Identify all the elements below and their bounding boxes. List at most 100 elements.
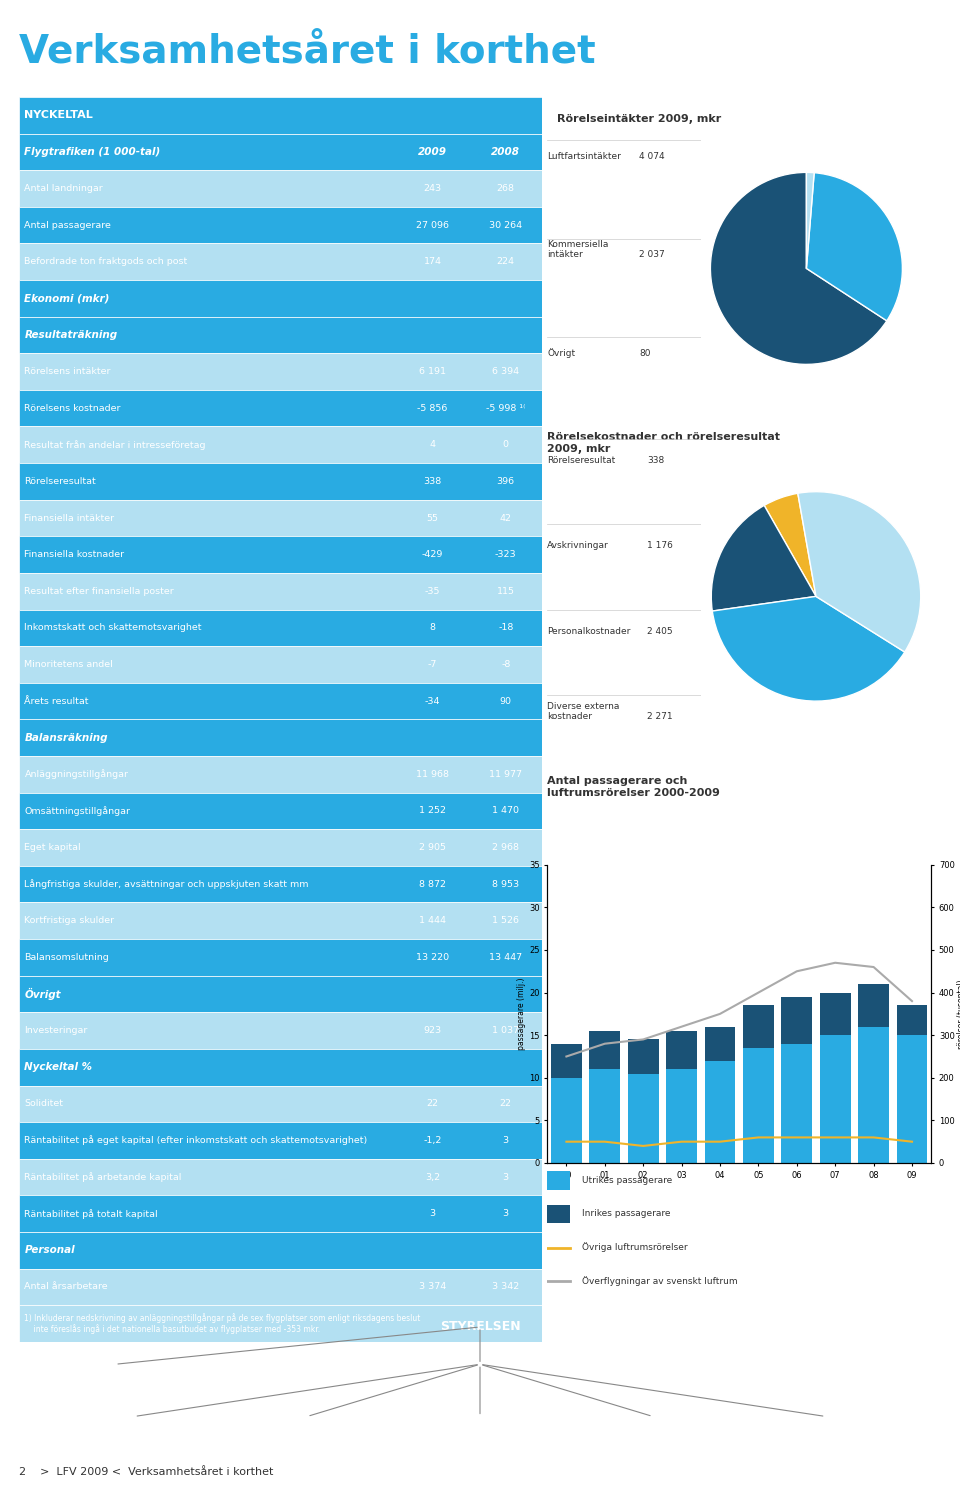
Text: 11 977: 11 977 <box>490 769 522 778</box>
Text: Årets resultat: Årets resultat <box>24 696 89 705</box>
Bar <box>743 1005 774 1048</box>
Bar <box>19 1269 542 1305</box>
Text: Interna
serviceenheter: Interna serviceenheter <box>784 1436 867 1457</box>
Bar <box>19 243 542 280</box>
Text: 3 342: 3 342 <box>492 1282 519 1291</box>
Text: Utrikes passagerare: Utrikes passagerare <box>582 1176 672 1185</box>
Bar <box>19 499 542 537</box>
Bar <box>589 1069 620 1163</box>
Wedge shape <box>712 596 904 701</box>
Wedge shape <box>764 494 816 596</box>
Bar <box>897 1035 927 1163</box>
Text: 22: 22 <box>426 1099 439 1108</box>
Text: 1 037: 1 037 <box>492 1026 519 1035</box>
Text: 90: 90 <box>500 696 512 705</box>
Text: 2    >  LFV 2009 <  Verksamhetsåret i korthet: 2 > LFV 2009 < Verksamhetsåret i korthet <box>19 1467 274 1478</box>
Text: -323: -323 <box>495 550 516 559</box>
Text: Kommersiella
intäkter: Kommersiella intäkter <box>547 240 609 259</box>
Text: Finansiella kostnader: Finansiella kostnader <box>24 550 125 559</box>
Text: Resultat efter finansiella poster: Resultat efter finansiella poster <box>24 587 174 596</box>
Bar <box>781 1044 812 1163</box>
Bar <box>19 464 542 499</box>
Bar <box>897 1005 927 1035</box>
Bar <box>19 610 542 646</box>
Text: LFV Koncernrevision: LFV Koncernrevision <box>55 1385 176 1396</box>
Wedge shape <box>798 492 921 652</box>
Text: 338: 338 <box>423 477 442 486</box>
Text: -18: -18 <box>498 623 514 632</box>
Text: Övrigt: Övrigt <box>24 989 61 1000</box>
Wedge shape <box>806 173 814 268</box>
Text: 2 968: 2 968 <box>492 842 519 851</box>
Text: 11 968: 11 968 <box>416 769 449 778</box>
Text: 6 394: 6 394 <box>492 367 519 376</box>
Text: 4: 4 <box>429 440 436 449</box>
Bar <box>705 1060 735 1163</box>
Bar <box>547 1205 570 1223</box>
Text: Minoritetens andel: Minoritetens andel <box>24 661 113 669</box>
Bar <box>19 1085 542 1123</box>
Text: Inkomstskatt och skattemotsvarighet: Inkomstskatt och skattemotsvarighet <box>24 623 202 632</box>
Text: 8: 8 <box>429 623 436 632</box>
Text: 30 264: 30 264 <box>490 221 522 230</box>
Bar <box>858 1027 889 1163</box>
Text: 8 953: 8 953 <box>492 880 519 889</box>
Text: 224: 224 <box>496 256 515 267</box>
Text: -5 998 ¹⁽: -5 998 ¹⁽ <box>486 404 525 413</box>
Text: Omsättningstillgångar: Omsättningstillgångar <box>24 807 131 816</box>
Text: 3: 3 <box>429 1209 436 1218</box>
Text: 2 405: 2 405 <box>647 626 673 635</box>
Text: 2 905: 2 905 <box>419 842 446 851</box>
Bar <box>19 829 542 866</box>
Text: Inrikes passagerare: Inrikes passagerare <box>582 1209 670 1218</box>
Bar <box>19 97 542 134</box>
Text: 115: 115 <box>496 587 515 596</box>
Text: -1,2: -1,2 <box>423 1136 442 1145</box>
Bar <box>19 537 542 573</box>
Bar <box>666 1069 697 1163</box>
Text: 338: 338 <box>647 456 664 465</box>
Bar <box>628 1039 659 1074</box>
Y-axis label: passagerare (milj.): passagerare (milj.) <box>517 978 526 1050</box>
Bar <box>19 1012 542 1050</box>
Text: 22: 22 <box>500 1099 512 1108</box>
Text: Långfristiga skulder, avsättningar och uppskjuten skatt mm: Långfristiga skulder, avsättningar och u… <box>24 880 309 889</box>
Bar <box>547 1170 570 1190</box>
Text: Kortfristiga skulder: Kortfristiga skulder <box>24 917 114 926</box>
Text: 42: 42 <box>500 513 512 522</box>
Text: 2 271: 2 271 <box>647 713 673 722</box>
Bar <box>19 426 542 464</box>
Wedge shape <box>711 505 816 611</box>
Text: 1 470: 1 470 <box>492 807 519 816</box>
Text: 3: 3 <box>503 1136 509 1145</box>
Bar <box>19 170 542 207</box>
Bar <box>705 1027 735 1060</box>
Text: Räntabilitet på eget kapital (efter inkomstskatt och skattemotsvarighet): Räntabilitet på eget kapital (efter inko… <box>24 1136 368 1145</box>
Text: Nyckeltal %: Nyckeltal % <box>24 1062 92 1072</box>
Text: Antal passagerare: Antal passagerare <box>24 221 111 230</box>
Text: 1 176: 1 176 <box>647 541 673 550</box>
Text: 3: 3 <box>503 1209 509 1218</box>
Text: Investeringar: Investeringar <box>24 1026 87 1035</box>
Bar <box>19 975 542 1012</box>
Text: 4 074: 4 074 <box>639 152 665 161</box>
Text: -5 856: -5 856 <box>418 404 447 413</box>
Text: 396: 396 <box>496 477 515 486</box>
Text: Verksamhetsåret i korthet: Verksamhetsåret i korthet <box>19 33 596 72</box>
Text: Division
Flygplatsgruppen: Division Flygplatsgruppen <box>258 1436 356 1457</box>
Bar <box>19 353 542 389</box>
Text: 3: 3 <box>503 1172 509 1182</box>
Text: Luftfartsintäkter: Luftfartsintäkter <box>547 152 621 161</box>
Bar <box>19 316 542 353</box>
Text: 13 220: 13 220 <box>416 953 449 962</box>
Wedge shape <box>710 173 887 364</box>
Text: Rörelseintäkter 2009, mkr: Rörelseintäkter 2009, mkr <box>557 113 721 124</box>
Text: 1 252: 1 252 <box>419 807 446 816</box>
Text: 55: 55 <box>426 513 439 522</box>
Text: Övriga luftrumsrörelser: Övriga luftrumsrörelser <box>582 1242 687 1252</box>
Text: 3 374: 3 374 <box>419 1282 446 1291</box>
Text: Generaldirektören
Gds kansli
Koncernfunktioner: Generaldirektören Gds kansli Koncernfunk… <box>435 1373 525 1408</box>
Text: Övrigt: Övrigt <box>547 347 575 358</box>
Text: Resultat från andelar i intresseföretag: Resultat från andelar i intresseföretag <box>24 440 206 450</box>
Text: Rörelseresultat: Rörelseresultat <box>547 456 615 465</box>
